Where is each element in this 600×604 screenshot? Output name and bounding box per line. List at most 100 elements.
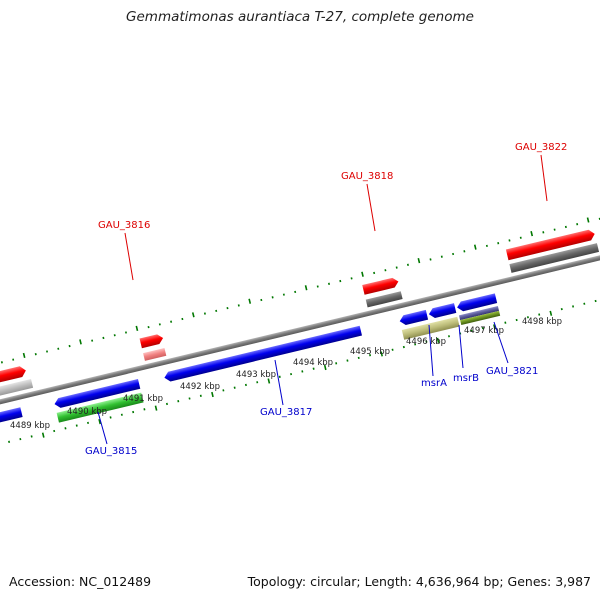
minor-tick [91, 339, 94, 342]
major-tick [530, 230, 534, 237]
major-tick [191, 312, 195, 318]
scale-label: 4496 kbp [406, 337, 446, 347]
gene-label-msra[interactable]: msrA [421, 378, 447, 389]
cds-arrow-gau-3818[interactable] [362, 277, 399, 295]
minor-tick [53, 429, 56, 433]
gene-label-gau-3818[interactable]: GAU_3818 [341, 171, 393, 182]
minor-tick [294, 290, 297, 294]
gene-label-gau-3822[interactable]: GAU_3822 [515, 142, 567, 153]
minor-tick [12, 358, 15, 361]
scale-label: 4493 kbp [236, 370, 276, 380]
gene-label-gau-3815[interactable]: GAU_3815 [85, 446, 137, 457]
minor-tick [576, 223, 579, 226]
minor-tick [339, 279, 342, 283]
minor-tick [335, 362, 338, 365]
gene-label-gau-3821[interactable]: GAU_3821 [486, 366, 538, 377]
minor-tick [19, 437, 22, 441]
leader-line-gau-3817 [274, 359, 284, 406]
gene-bar-left-forward[interactable] [0, 378, 34, 398]
major-tick [211, 391, 214, 398]
genome-stats-text: Topology: circular; Length: 4,636,964 bp… [247, 574, 591, 589]
minor-tick [46, 350, 49, 353]
minor-tick [594, 299, 597, 303]
minor-tick [316, 285, 319, 288]
minor-tick [8, 440, 11, 443]
genome-backbone [0, 237, 600, 420]
minor-tick [256, 381, 259, 384]
major-tick [267, 378, 271, 384]
minor-tick [391, 348, 394, 351]
leader-line-gau-3822 [540, 154, 548, 202]
major-tick [22, 352, 26, 359]
gene-bar-gau-3816[interactable] [143, 347, 167, 361]
minor-tick [222, 389, 225, 392]
cds-arrow-gau-3816[interactable] [139, 333, 165, 349]
major-tick [323, 364, 327, 371]
minor-tick [34, 353, 37, 356]
cds-arrow-gau-3815[interactable] [53, 379, 141, 409]
minor-tick [147, 325, 150, 329]
accession-text: Accession: NC_012489 [9, 574, 152, 589]
cds-arrow-msra[interactable] [399, 309, 429, 326]
scale-label: 4489 kbp [10, 421, 50, 431]
minor-tick [120, 413, 123, 416]
cds-arrow-left-reverse[interactable] [0, 407, 23, 423]
major-tick [79, 339, 82, 345]
scale-label: 4491 kbp [123, 394, 163, 404]
minor-tick [526, 316, 529, 319]
minor-tick [328, 282, 331, 285]
cds-arrow-gau-3817[interactable] [163, 325, 363, 383]
gene-bar-msra-msrb[interactable] [401, 316, 460, 340]
minor-tick [177, 400, 180, 403]
minor-tick [519, 236, 522, 239]
gene-label-gau-3817[interactable]: GAU_3817 [260, 407, 312, 418]
leader-line-msra [428, 324, 434, 377]
gene-bar-gau-3818[interactable] [365, 291, 403, 308]
minor-tick [384, 269, 387, 272]
minor-tick [124, 331, 127, 334]
minor-tick [290, 372, 293, 376]
gene-bar-gau-3822[interactable] [509, 243, 600, 273]
gene-label-gau-3816[interactable]: GAU_3816 [98, 220, 150, 231]
major-tick [436, 337, 440, 344]
major-tick [154, 405, 158, 411]
genome-title: Gemmatimonas aurantiaca T-27, complete g… [126, 9, 474, 25]
major-tick [135, 325, 139, 331]
cds-arrow-msrb[interactable] [428, 303, 457, 319]
scale-label: 4492 kbp [180, 382, 220, 392]
minor-tick [278, 375, 281, 379]
minor-tick [485, 244, 488, 248]
minor-tick [414, 343, 417, 346]
minor-tick [75, 424, 78, 427]
major-tick [361, 271, 364, 277]
minor-tick [583, 302, 586, 305]
leader-line-gau-3821 [493, 321, 509, 364]
major-tick [549, 310, 553, 316]
minor-tick [369, 354, 372, 357]
gene-label-msrb[interactable]: msrB [453, 373, 479, 384]
scale-labels: 4489 kbp 4490 kbp 4491 kbp 4492 kbp 4493… [10, 317, 562, 431]
minor-tick [132, 410, 135, 414]
major-tick [380, 351, 384, 357]
minor-tick [170, 320, 173, 323]
minor-tick [481, 326, 484, 330]
cds-arrow-gau-3822[interactable] [505, 229, 596, 261]
minor-tick [109, 416, 112, 419]
major-tick [493, 324, 496, 330]
gene-bar-gau-3815[interactable] [56, 392, 144, 423]
cds-arrow-gau-3821[interactable] [456, 293, 498, 312]
minor-tick [215, 309, 218, 313]
minor-tick [346, 359, 349, 362]
minor-tick [504, 321, 507, 324]
cds-arrow-left-forward[interactable] [0, 365, 27, 385]
gene-bar-gau-3821-upper[interactable] [458, 305, 500, 321]
scale-label: 4494 kbp [293, 358, 333, 368]
minor-tick [425, 340, 428, 343]
minor-tick [357, 356, 360, 360]
gene-bar-gau-3821-lower[interactable] [460, 310, 501, 326]
minor-tick [226, 306, 229, 310]
minor-tick [68, 344, 71, 348]
leader-line-gau-3816 [124, 232, 134, 281]
